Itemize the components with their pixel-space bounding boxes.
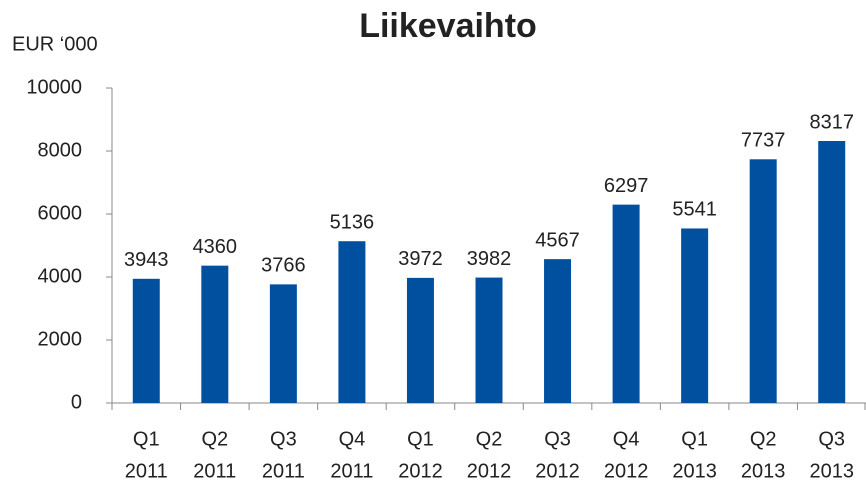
bar [544,259,572,403]
data-label: 6297 [604,175,649,197]
x-tick-label: Q2 [201,428,228,450]
y-tick-label: 4000 [38,265,83,287]
bar [612,204,640,403]
y-axis-label: EUR ‘000 [12,33,98,55]
x-tick-label: Q2 [476,428,503,450]
bar [338,241,366,403]
data-label: 5541 [672,199,717,221]
bar [681,228,709,403]
y-tick-label: 10000 [26,76,82,98]
x-tick-label: 2011 [330,460,373,482]
x-tick-label: Q3 [818,428,845,450]
bar [749,159,777,403]
bar [201,265,229,403]
x-tick-label: Q3 [544,428,571,450]
x-tick-label: 2012 [535,460,580,482]
x-tick-label: Q1 [681,428,708,450]
bar [269,284,297,403]
data-label: 4567 [535,229,580,251]
x-tick-label: Q4 [613,428,640,450]
x-tick-label: Q3 [270,428,297,450]
y-tick-label: 0 [71,391,82,413]
x-tick-label: 2013 [809,460,854,482]
data-label: 4360 [193,236,238,258]
x-tick-label: 2012 [398,460,443,482]
x-tick-label: Q4 [339,428,366,450]
y-tick-label: 2000 [38,328,83,350]
data-label: 3972 [398,248,443,270]
chart-title: Liikevaihto [359,7,537,45]
x-tick-label: Q2 [750,428,777,450]
data-label: 8317 [809,111,854,133]
x-tick-label: 2013 [741,460,786,482]
bar [132,278,160,403]
y-tick-label: 6000 [38,202,83,224]
x-tick-label: 2011 [193,460,236,482]
y-tick-label: 8000 [38,139,83,161]
x-tick-label: 2013 [672,460,717,482]
x-tick-label: Q1 [133,428,160,450]
x-tick-label: 2012 [604,460,649,482]
bar [818,141,846,403]
bar [406,277,434,403]
bar [475,277,503,403]
x-tick-label: Q1 [407,428,434,450]
data-label: 3943 [124,249,169,271]
x-tick-label: 2011 [262,460,305,482]
data-label: 3766 [261,255,306,277]
data-label: 5136 [330,211,375,233]
data-label: 3982 [467,248,512,270]
x-tick-label: 2012 [467,460,512,482]
x-tick-label: 2011 [125,460,168,482]
data-label: 7737 [741,130,786,152]
